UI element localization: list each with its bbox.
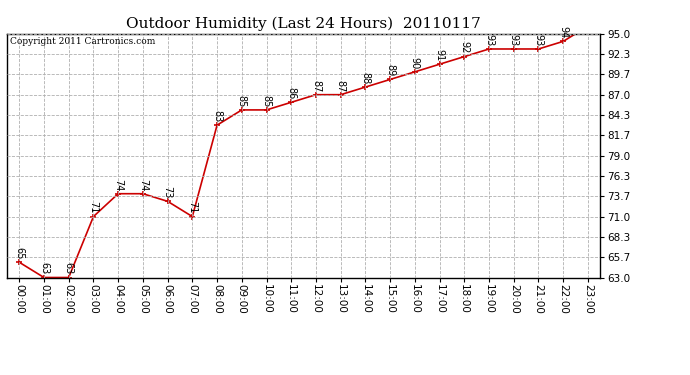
Text: 91: 91 (435, 49, 444, 62)
Text: 73: 73 (163, 186, 172, 198)
Text: 93: 93 (509, 34, 519, 46)
Text: 85: 85 (237, 95, 247, 107)
Text: 63: 63 (39, 262, 49, 275)
Text: 85: 85 (262, 95, 271, 107)
Text: Copyright 2011 Cartronics.com: Copyright 2011 Cartronics.com (10, 38, 155, 46)
Text: 90: 90 (410, 57, 420, 69)
Text: 89: 89 (385, 64, 395, 76)
Text: 86: 86 (286, 87, 296, 99)
Text: 94: 94 (558, 26, 568, 39)
Text: 71: 71 (88, 201, 99, 214)
Text: 87: 87 (311, 80, 321, 92)
Text: 74: 74 (138, 178, 148, 191)
Text: 88: 88 (360, 72, 371, 84)
Text: 74: 74 (113, 178, 123, 191)
Title: Outdoor Humidity (Last 24 Hours)  20110117: Outdoor Humidity (Last 24 Hours) 2011011… (126, 17, 481, 31)
Text: 83: 83 (212, 110, 222, 122)
Text: 93: 93 (533, 34, 544, 46)
Text: 65: 65 (14, 247, 24, 259)
Text: 71: 71 (188, 201, 197, 214)
Text: 63: 63 (63, 262, 74, 275)
Text: 92: 92 (460, 42, 469, 54)
Text: 96: 96 (0, 374, 1, 375)
Text: 87: 87 (336, 80, 346, 92)
Text: 93: 93 (484, 34, 494, 46)
